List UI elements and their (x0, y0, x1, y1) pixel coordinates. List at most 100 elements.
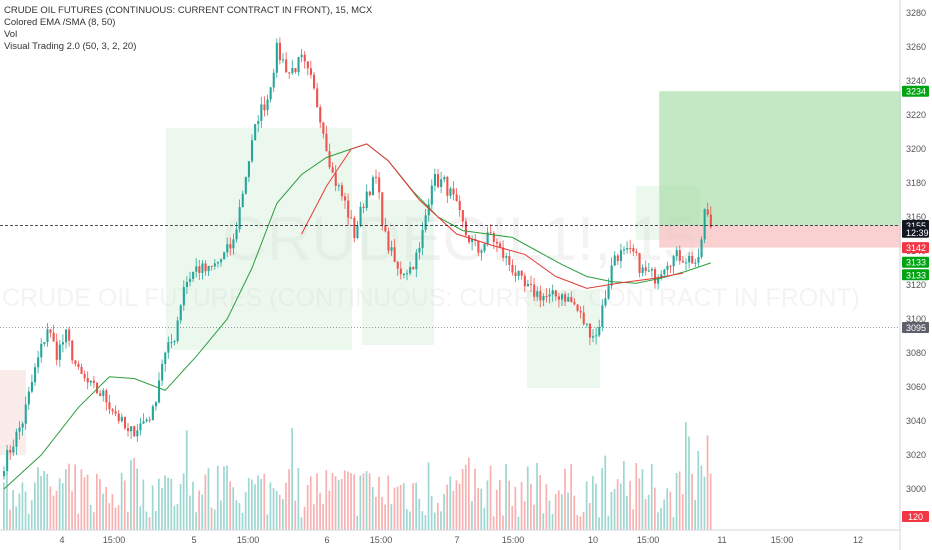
candle-body (195, 266, 198, 272)
volume-bar (65, 469, 67, 530)
candle-body (669, 265, 672, 267)
legend-ema-sma[interactable]: Colored EMA /SMA (8, 50) (4, 17, 116, 28)
volume-bar (384, 504, 386, 530)
symbol-title[interactable]: CRUDE OIL FUTURES (CONTINUOUS: CURRENT C… (4, 5, 373, 16)
candle-body (43, 342, 46, 344)
candle-body (477, 240, 480, 253)
volume-bar (58, 478, 61, 530)
volume-bar (508, 480, 510, 530)
candle-body (350, 217, 353, 219)
volume-bar (92, 512, 95, 530)
candle-body (697, 257, 700, 263)
candle-body (424, 215, 427, 230)
candle-body (375, 177, 378, 179)
volume-bar (492, 516, 495, 530)
volume-bar (685, 421, 687, 530)
time-tick-label: 15:00 (771, 535, 794, 545)
volume-bar (306, 484, 309, 530)
volume-bar (139, 506, 142, 530)
volume-bar (99, 478, 101, 530)
candle-body (117, 413, 120, 422)
candle-body (691, 255, 694, 264)
volume-bar (486, 480, 489, 530)
candle-body (595, 335, 598, 337)
volume-bar (111, 494, 114, 530)
candle-body (685, 262, 688, 264)
volume-bar (15, 506, 18, 530)
volume-bar (424, 515, 427, 530)
volume-bar (244, 492, 247, 530)
candle-body (517, 270, 520, 276)
risk-reward-zones[interactable] (659, 91, 901, 248)
candle-body (443, 176, 446, 180)
volume-bar (464, 464, 467, 530)
volume-bar (657, 512, 659, 530)
candle-body (120, 416, 123, 422)
candle-body (207, 265, 210, 272)
volume-bar (703, 476, 706, 530)
candle-body (480, 250, 483, 253)
trading-box-1 (166, 128, 352, 350)
volume-bar (223, 466, 225, 530)
volume-bar (226, 465, 228, 530)
candle-body (164, 352, 167, 364)
candle-body (226, 244, 229, 253)
volume-bar (371, 487, 374, 530)
legend-volume[interactable]: Vol (4, 29, 18, 40)
ema-line (301, 143, 683, 289)
candle-body (660, 274, 663, 278)
volume-bar (356, 515, 359, 530)
candle-body (139, 423, 142, 431)
candle-body (505, 256, 508, 258)
volume-bar (71, 491, 73, 530)
candle-body (213, 263, 216, 267)
candle-body (192, 271, 195, 280)
candle-body (461, 210, 464, 222)
volume-bar (669, 491, 672, 530)
volume-bar (123, 480, 126, 530)
candle-body (133, 426, 136, 437)
candle-body (275, 42, 278, 73)
candle-body (185, 281, 188, 288)
volume-bar (570, 464, 572, 530)
volume-bar (672, 517, 675, 530)
candle-body (21, 423, 24, 428)
candle-body (406, 273, 409, 275)
candle-body (672, 256, 675, 267)
price-tick-label: 3240 (906, 76, 926, 86)
candle-body (77, 363, 80, 367)
candle-body (657, 277, 660, 284)
price-axis[interactable]: 3000302030403060308031003120314031603180… (899, 0, 926, 550)
candle-body (297, 57, 300, 73)
volume-bar (347, 471, 349, 530)
candle-body (61, 342, 64, 345)
time-tick-label: 10 (588, 535, 598, 545)
volume-bar (663, 499, 665, 530)
candle-body (18, 427, 21, 432)
candle-body (694, 262, 697, 264)
candle-body (613, 255, 616, 266)
volume-bar (635, 463, 638, 530)
volume-bar (641, 469, 644, 530)
volume-bar (136, 468, 138, 530)
volume-bar (328, 490, 331, 530)
price-lines (0, 225, 900, 328)
candle-body (635, 251, 638, 254)
candle-body (700, 239, 703, 258)
candle-body (390, 247, 393, 251)
volume-bar (350, 473, 352, 530)
candle-body (158, 380, 161, 403)
candle-body (446, 176, 449, 196)
volume-bar (440, 511, 442, 530)
legend-visual-trading[interactable]: Visual Trading 2.0 (50, 3, 2, 20) (4, 41, 137, 52)
candle-body (232, 239, 235, 249)
candle-body (393, 247, 396, 262)
volume-bar (390, 503, 393, 530)
volume-bar (204, 474, 207, 530)
volume-bar (626, 495, 628, 530)
time-axis[interactable]: 4 15:00 5 15:00 6 15:00 7 15:00 10 15:00 11 15:00 12 (0, 529, 900, 545)
volume-bar (61, 483, 64, 530)
candle-body (154, 402, 157, 407)
candle-body (427, 204, 430, 216)
